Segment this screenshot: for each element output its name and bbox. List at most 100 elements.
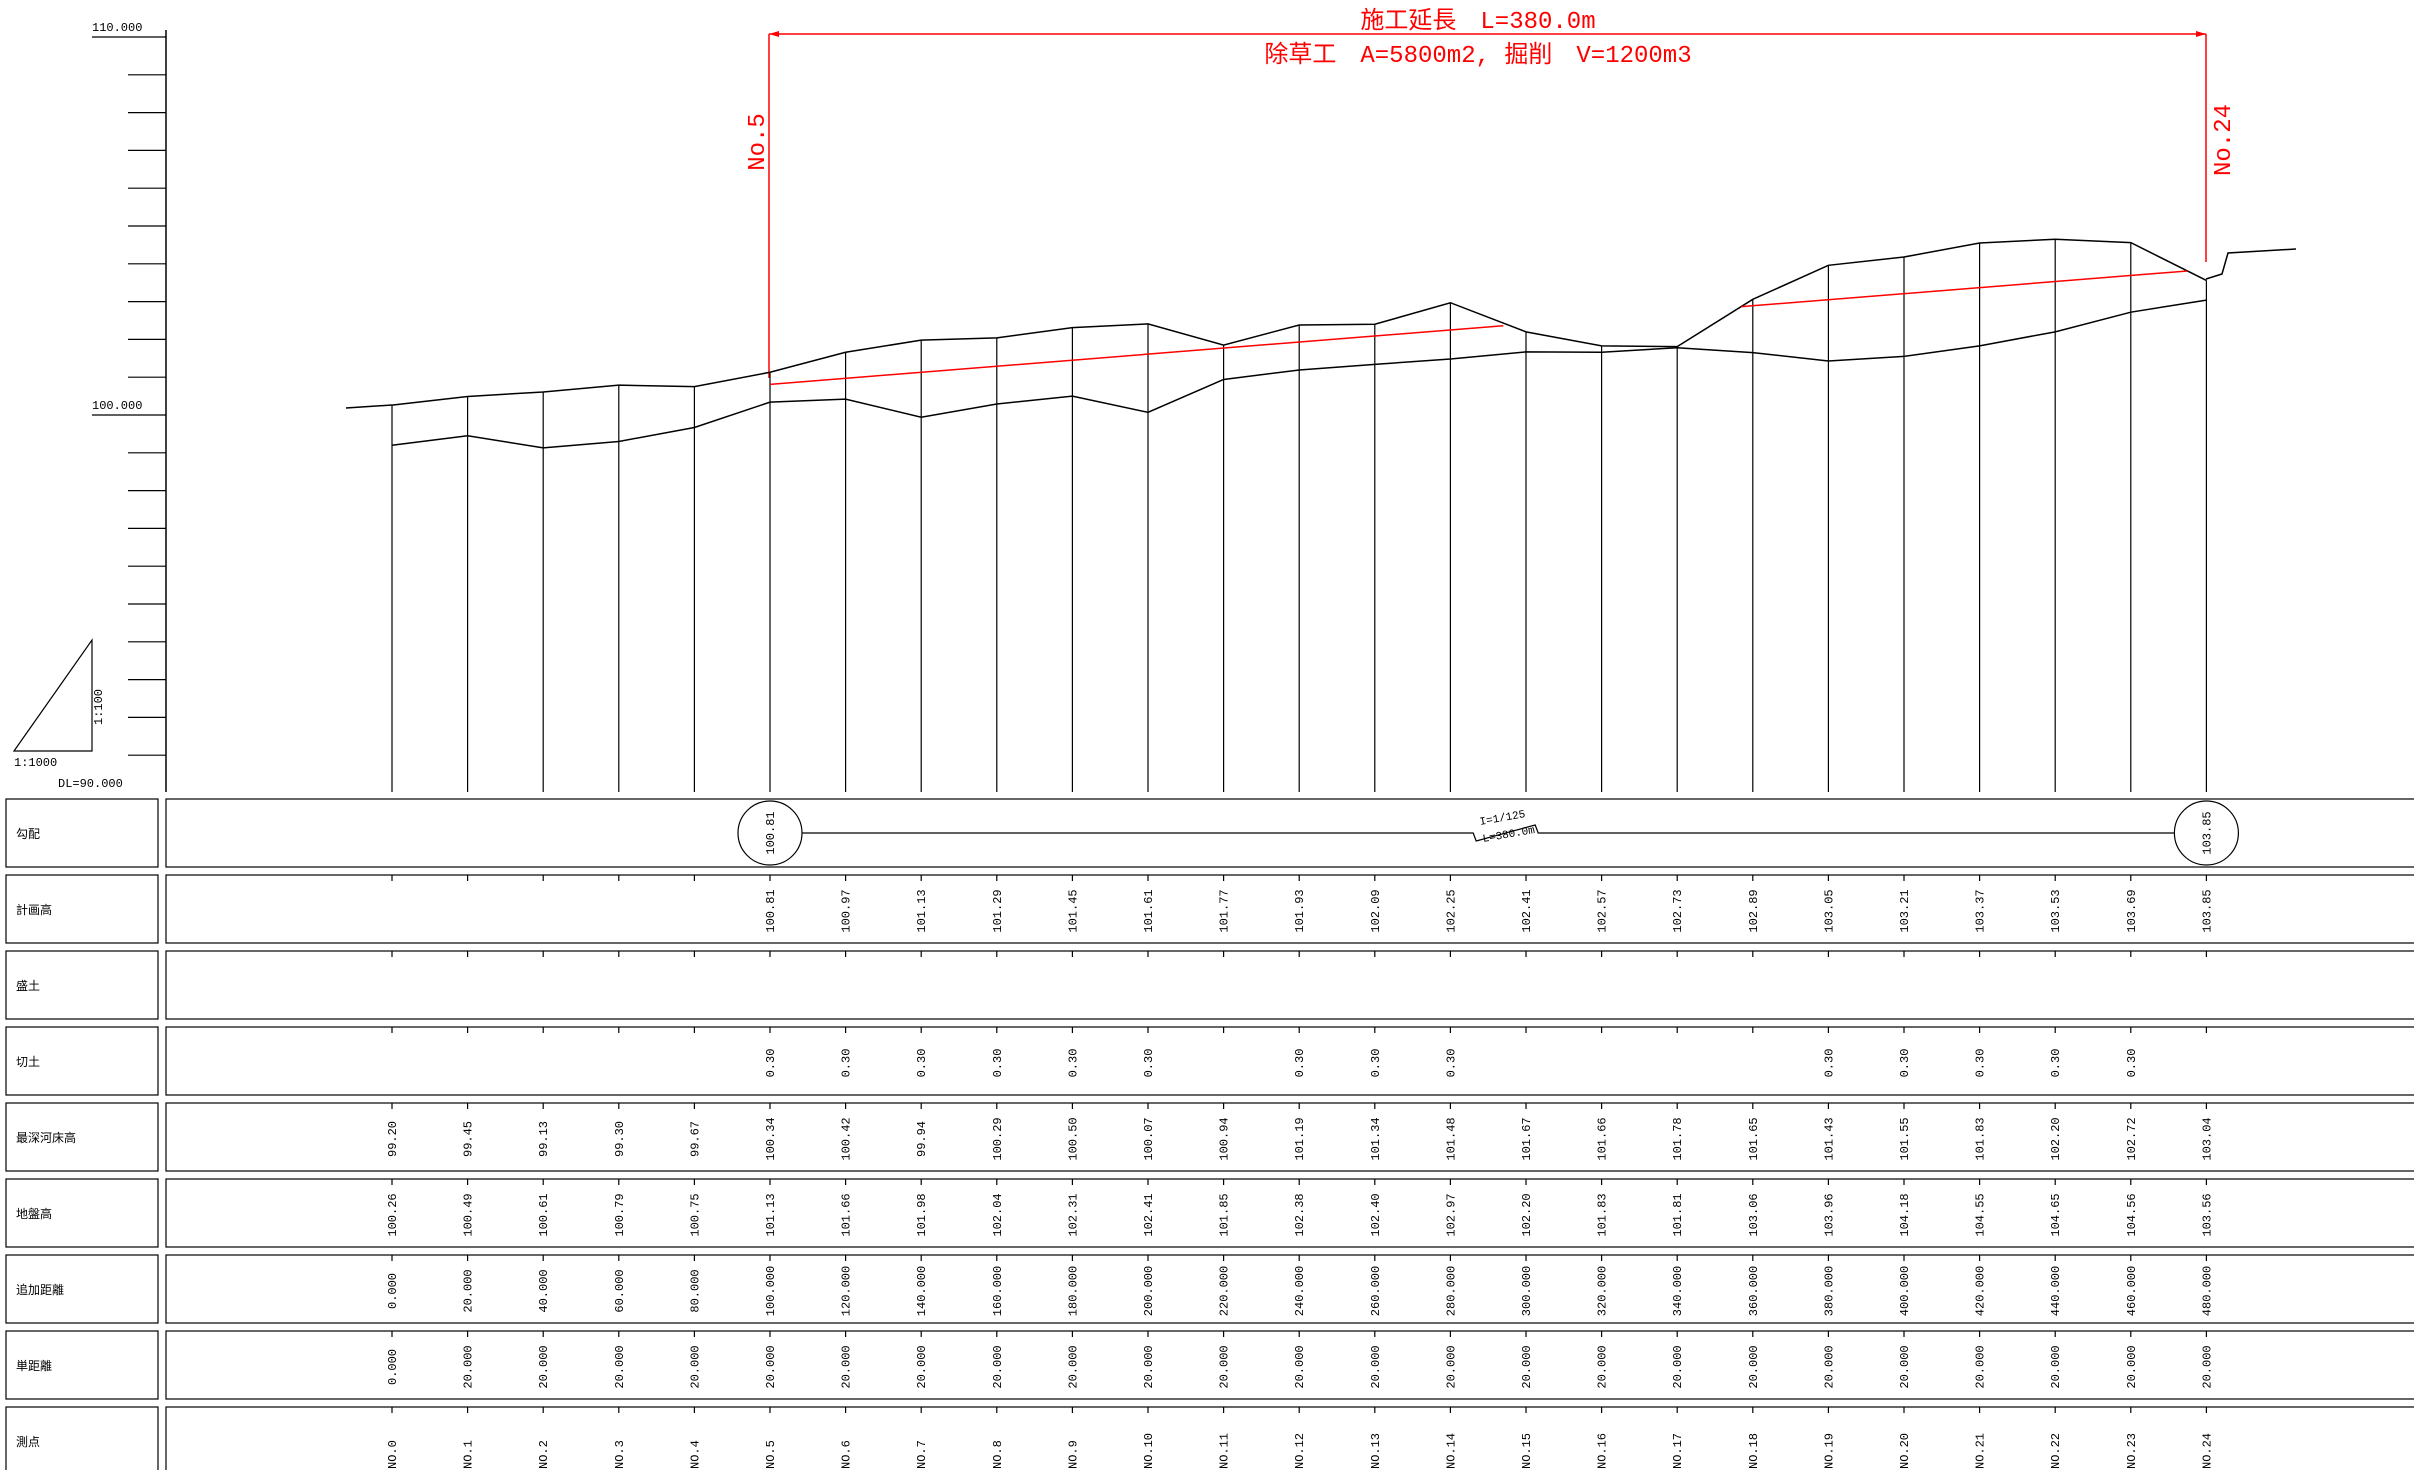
- table-cell-value-ground: 101.66: [840, 1193, 854, 1236]
- table-cell-value-plan: 102.73: [1671, 889, 1685, 932]
- row-data-cell: [165, 1026, 2414, 1096]
- table-cell-value-ground: 102.97: [1444, 1193, 1458, 1236]
- row-label-cell: [5, 1330, 159, 1400]
- table-cell-value-cum: 460.000: [2125, 1266, 2139, 1316]
- table-cell-value-bed: 99.30: [613, 1121, 627, 1157]
- start-station-label: No.5: [745, 113, 772, 171]
- table-cell-value-ground: 102.40: [1369, 1193, 1383, 1236]
- end-station-label: No.24: [2211, 104, 2238, 176]
- table-cell-value-single: 20.000: [2049, 1345, 2063, 1388]
- table-cell-value-plan: 102.25: [1444, 889, 1458, 932]
- extent-length-label: 施工延長 L=380.0m: [1360, 7, 1595, 36]
- row-label-station: 測点: [16, 1435, 40, 1449]
- table-cell-value-single: 20.000: [1369, 1345, 1383, 1388]
- table-cell-value-plan: 101.29: [991, 889, 1005, 932]
- table-cell-value-cum: 0.000: [386, 1273, 400, 1309]
- gradient-start-value: 100.81: [764, 811, 778, 854]
- table-cell-value-single: 20.000: [613, 1345, 627, 1388]
- table-cell-value-ground: 103.96: [1822, 1193, 1836, 1236]
- table-cell-value-plan: 101.13: [915, 889, 929, 932]
- table-cell-value-cut: 0.30: [1066, 1049, 1080, 1078]
- table-cell-value-cut: 0.30: [915, 1049, 929, 1078]
- table-cell-value-ground: 100.49: [462, 1193, 476, 1236]
- table-cell-value-cum: 260.000: [1369, 1266, 1383, 1316]
- table-cell-value-ground: 104.18: [1898, 1193, 1912, 1236]
- table-cell-value-bed: 101.67: [1520, 1117, 1534, 1160]
- plan-height-lines: [769, 270, 2188, 386]
- table-cell-value-cut: 0.30: [1142, 1049, 1156, 1078]
- table-cell-value-plan: 103.69: [2125, 889, 2139, 932]
- table-cell-value-ground: 103.56: [2200, 1193, 2214, 1236]
- table-cell-value-plan: 103.85: [2200, 889, 2214, 932]
- row-data-cell: [165, 1330, 2414, 1400]
- plan-line-segment: [769, 324, 1504, 386]
- row-data-cell: [165, 1102, 2414, 1172]
- row-label-single: 単距離: [16, 1359, 52, 1373]
- row-label-fill: 盛土: [16, 978, 40, 993]
- table-cell-value-plan: 103.37: [1974, 889, 1988, 932]
- table-cell-value-ground: 101.85: [1218, 1193, 1232, 1236]
- table-cell-value-plan: 103.05: [1822, 889, 1836, 932]
- table-cell-value-cut: 0.30: [764, 1049, 778, 1078]
- table-cell-value-cum: 40.000: [537, 1269, 551, 1312]
- table-cell-value-single: 20.000: [1596, 1345, 1610, 1388]
- table-cell-value-bed: 101.66: [1596, 1117, 1610, 1160]
- table-cell-value-cum: 400.000: [1898, 1266, 1912, 1316]
- table-cell-value-plan: 102.09: [1369, 889, 1383, 932]
- table-cell-value-cum: 200.000: [1142, 1266, 1156, 1316]
- table-cell-value-station: NO.16: [1596, 1433, 1610, 1469]
- table-cell-value-ground: 102.20: [1520, 1193, 1534, 1236]
- row-data-cell: [165, 798, 2414, 868]
- table-cell-value-ground: 100.61: [537, 1193, 551, 1236]
- vertical-ratio-label: 1:100: [92, 689, 106, 725]
- table-cell-value-bed: 99.67: [688, 1121, 702, 1157]
- table-cell-value-station: NO.15: [1520, 1433, 1534, 1469]
- table-cell-value-cum: 20.000: [462, 1269, 476, 1312]
- table-cell-value-cum: 100.000: [764, 1266, 778, 1316]
- table-cell-value-ground: 104.65: [2049, 1193, 2063, 1236]
- table-cell-value-cum: 440.000: [2049, 1266, 2063, 1316]
- scale-top-label: 110.000: [92, 21, 142, 35]
- table-cell-value-plan: 102.89: [1747, 889, 1761, 932]
- table-cell-value-cut: 0.30: [1822, 1049, 1836, 1078]
- gradient-end-value: 103.85: [2200, 811, 2214, 854]
- deepest-bed-line: [391, 299, 2207, 449]
- row-label-gradient: 勾配: [16, 827, 40, 841]
- table-cell-value-single: 20.000: [688, 1345, 702, 1388]
- table-cell-value-plan: 101.93: [1293, 889, 1307, 932]
- table-cell-value-bed: 100.29: [991, 1117, 1005, 1160]
- table-cell-value-bed: 99.20: [386, 1121, 400, 1157]
- row-label-cell: [5, 874, 159, 944]
- table-cell-value-station: NO.2: [537, 1440, 551, 1469]
- table-cell-value-cum: 420.000: [1974, 1266, 1988, 1316]
- table-cell-value-station: NO.21: [1974, 1433, 1988, 1469]
- table-cell-value-plan: 101.45: [1066, 889, 1080, 932]
- horizontal-ratio-label: 1:1000: [14, 756, 57, 770]
- table-cell-value-single: 20.000: [1218, 1345, 1232, 1388]
- table-cell-value-station: NO.17: [1671, 1433, 1685, 1469]
- table-cell-value-bed: 100.50: [1066, 1117, 1080, 1160]
- table-cell-value-ground: 100.26: [386, 1193, 400, 1236]
- gradient-slope: I=1/125: [1479, 809, 1527, 829]
- table-cell-value-plan: 100.97: [840, 889, 854, 932]
- row-data-cell: [165, 1178, 2414, 1248]
- table-cell-value-single: 20.000: [1822, 1345, 1836, 1388]
- table-cell-value-plan: 102.41: [1520, 889, 1534, 932]
- row-data-cell: [165, 874, 2414, 944]
- table-cell-value-station: NO.22: [2049, 1433, 2063, 1469]
- table-cell-value-cut: 0.30: [2125, 1049, 2139, 1078]
- table-cell-value-bed: 101.65: [1747, 1117, 1761, 1160]
- table-cell-value-station: NO.12: [1293, 1433, 1307, 1469]
- row-label-plan: 計画高: [16, 902, 52, 917]
- table-cell-value-ground: 103.06: [1747, 1193, 1761, 1236]
- table-cell-value-bed: 100.34: [764, 1117, 778, 1160]
- profile-area: [345, 238, 2297, 792]
- table-cell-value-cum: 60.000: [613, 1269, 627, 1312]
- table-cell-value-station: NO.10: [1142, 1433, 1156, 1469]
- table-cell-value-single: 20.000: [462, 1345, 476, 1388]
- table-cell-value-cut: 0.30: [991, 1049, 1005, 1078]
- table-cell-value-single: 20.000: [537, 1345, 551, 1388]
- table-cell-value-station: NO.13: [1369, 1433, 1383, 1469]
